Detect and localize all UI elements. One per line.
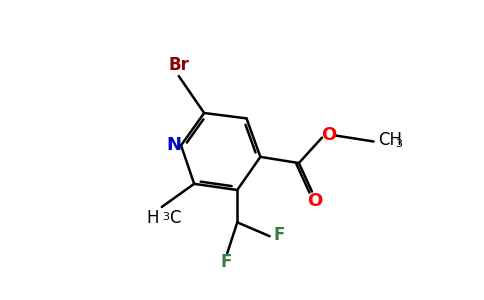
Text: H: H (146, 209, 159, 227)
Text: F: F (273, 226, 285, 244)
Text: O: O (307, 192, 323, 210)
Text: CH: CH (378, 131, 402, 149)
Text: Br: Br (168, 56, 189, 74)
Text: C: C (169, 209, 180, 227)
Text: F: F (220, 254, 231, 272)
Text: O: O (321, 126, 336, 144)
Text: 3: 3 (163, 212, 169, 222)
Text: 3: 3 (395, 139, 402, 149)
Text: N: N (166, 136, 182, 154)
